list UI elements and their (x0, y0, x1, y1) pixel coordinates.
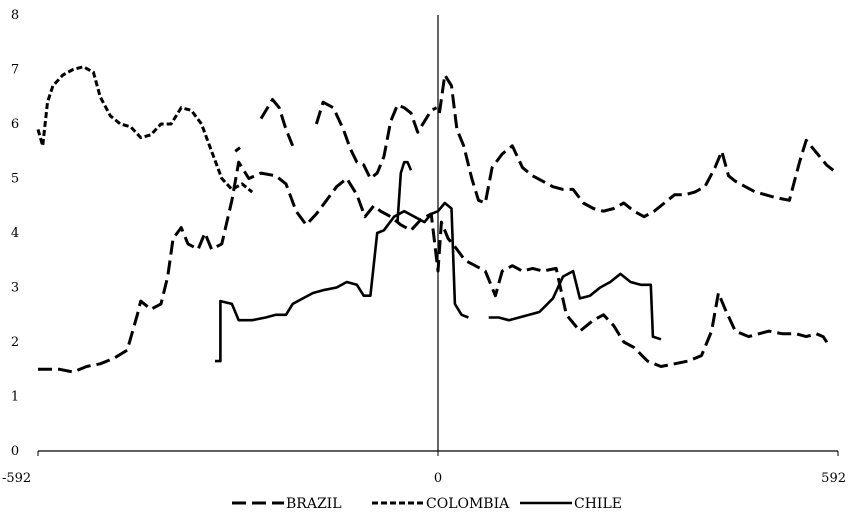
series-lines (36, 65, 835, 374)
series-segment-brazil (259, 98, 295, 147)
legend-label-colombia: COLOMBIA (426, 496, 510, 512)
series-segment-brazil (437, 73, 835, 219)
series-segment-chile (488, 269, 662, 341)
x-axis-tick-labels: -592 0 592 (2, 471, 846, 486)
y-tick-label: 2 (11, 335, 19, 350)
x-tick-label: 592 (821, 471, 846, 486)
x-tick-label: -592 (2, 471, 31, 486)
y-tick-label: 1 (11, 390, 19, 405)
y-axis-tick-labels: 0 1 2 3 4 5 6 7 8 (11, 8, 19, 459)
x-tick-label: 0 (434, 471, 442, 486)
series-segment-chile (396, 160, 413, 223)
series-line-brazil (38, 160, 830, 374)
series-line-chile (215, 201, 469, 363)
axes (37, 15, 839, 456)
legend: BRAZIL COLOMBIA CHILE (232, 496, 622, 512)
series-segment-colombia (234, 144, 244, 153)
legend-label-brazil: BRAZIL (286, 496, 342, 512)
y-tick-label: 4 (11, 226, 19, 241)
y-tick-label: 8 (11, 8, 19, 23)
legend-label-chile: CHILE (574, 496, 622, 512)
y-tick-label: 0 (11, 444, 19, 459)
series-segment-brazil (314, 100, 438, 180)
y-tick-label: 7 (11, 63, 19, 78)
series-line-colombia (36, 65, 254, 194)
y-tick-label: 3 (11, 281, 19, 296)
y-tick-label: 6 (11, 117, 19, 132)
y-tick-label: 5 (11, 172, 19, 187)
